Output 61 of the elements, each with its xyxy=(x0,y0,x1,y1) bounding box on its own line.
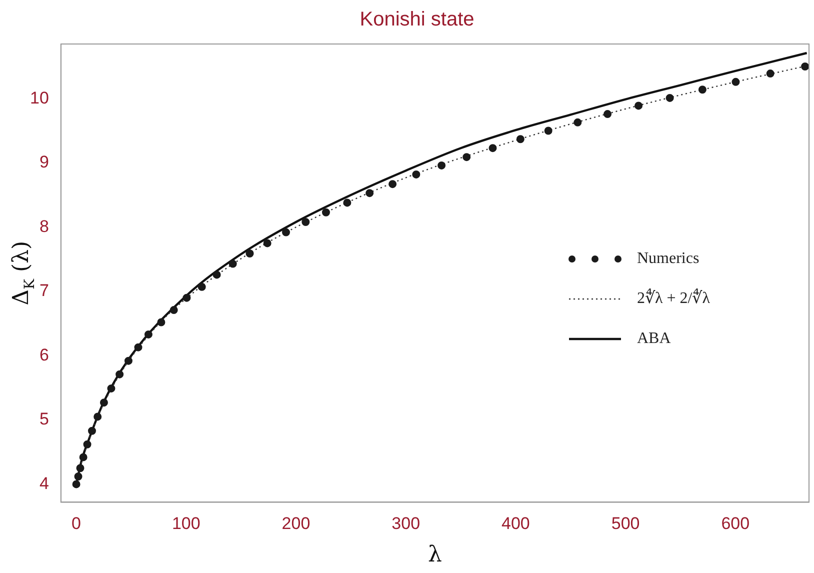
point xyxy=(462,153,471,162)
point xyxy=(134,343,142,352)
point xyxy=(100,398,108,407)
y-tick-label: 4 xyxy=(39,474,49,493)
x-tick-label: 500 xyxy=(611,514,640,534)
point xyxy=(634,102,643,110)
point xyxy=(144,330,152,338)
x-tick-label: 0 xyxy=(72,514,82,534)
point xyxy=(412,170,420,178)
x-axis-title: λ xyxy=(428,542,442,568)
point xyxy=(516,135,524,144)
legend-label: ABA xyxy=(637,330,672,348)
point xyxy=(302,218,310,226)
point xyxy=(488,144,497,152)
point xyxy=(116,370,124,378)
chart-title: Konishi state xyxy=(360,8,474,31)
x-tick-label: 400 xyxy=(502,514,530,534)
point xyxy=(574,118,582,126)
x-tick-label: 300 xyxy=(392,514,420,534)
y-tick-label: 10 xyxy=(30,88,49,108)
point xyxy=(94,412,102,421)
point xyxy=(124,356,132,365)
y-tick-label: 7 xyxy=(39,281,49,300)
point xyxy=(88,426,96,435)
point xyxy=(107,384,116,392)
point xyxy=(666,94,674,102)
point xyxy=(198,282,206,291)
point xyxy=(246,250,254,258)
point xyxy=(388,180,397,188)
x-tick-label: 600 xyxy=(721,514,750,534)
y-tick-label: 8 xyxy=(39,216,49,236)
point xyxy=(83,440,92,448)
point xyxy=(343,198,352,207)
point xyxy=(76,464,84,472)
y-tick-label: 9 xyxy=(39,152,49,172)
point xyxy=(263,239,272,248)
x-tick-label: 200 xyxy=(282,514,310,534)
point xyxy=(732,78,740,86)
y-tick-label: 6 xyxy=(39,345,49,364)
point xyxy=(157,318,166,326)
point xyxy=(766,70,774,78)
legend-label: Numerics xyxy=(637,250,700,268)
point xyxy=(170,306,178,314)
y-tick-label: 5 xyxy=(39,410,49,429)
point xyxy=(438,161,446,170)
point xyxy=(366,189,374,198)
point xyxy=(322,208,330,216)
point xyxy=(74,472,82,480)
point xyxy=(282,228,290,236)
point xyxy=(182,294,191,302)
y-axis-title: ΔK (λ) xyxy=(9,240,38,306)
point xyxy=(801,62,809,70)
point xyxy=(698,86,706,94)
point xyxy=(604,110,612,118)
point xyxy=(72,480,80,488)
legend-label: 2∜λ + 2/∜λ xyxy=(637,288,710,308)
x-tick-label: 100 xyxy=(172,514,200,534)
point xyxy=(228,260,237,268)
point xyxy=(79,453,88,462)
point xyxy=(544,126,552,135)
point xyxy=(212,270,221,279)
